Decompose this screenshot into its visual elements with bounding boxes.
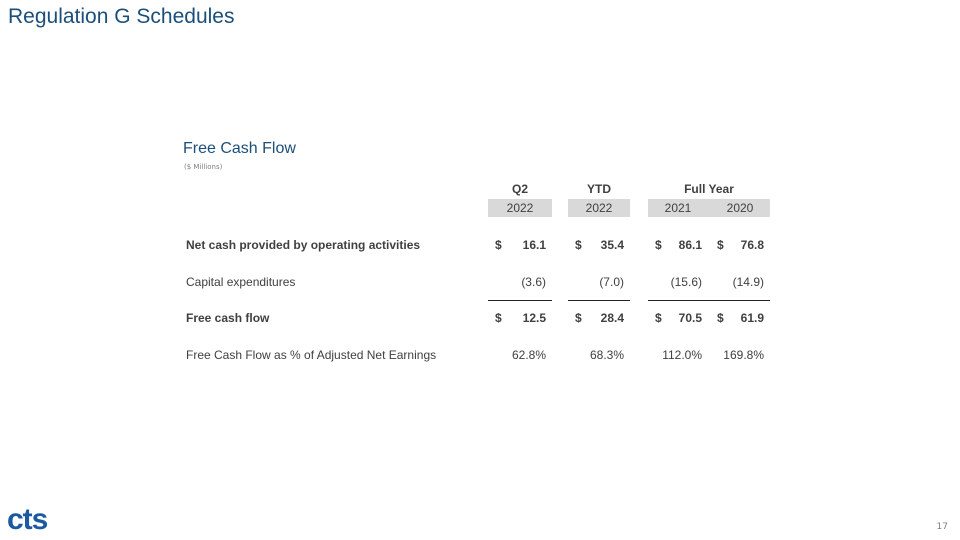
row-label: Free cash flow — [186, 311, 270, 325]
currency-symbol: $ — [655, 238, 662, 252]
cell-value: 70.5 — [678, 311, 702, 325]
cell-value: 16.1 — [522, 238, 546, 252]
cell-value: (3.6) — [521, 275, 546, 289]
cell-value: 28.4 — [600, 311, 624, 325]
column-year: 2022 — [568, 199, 630, 217]
cell-value: 76.8 — [740, 238, 764, 252]
rule — [568, 300, 630, 301]
column-group: Full Year — [684, 182, 734, 196]
currency-symbol: $ — [655, 311, 662, 325]
cell-value: 112.0% — [662, 348, 702, 362]
currency-symbol: $ — [495, 311, 502, 325]
row-label: Net cash provided by operating activitie… — [186, 238, 421, 252]
row-label: Free Cash Flow as % of Adjusted Net Earn… — [186, 348, 437, 362]
cell-value: 12.5 — [522, 311, 546, 325]
currency-symbol: $ — [717, 311, 724, 325]
row-label: Capital expenditures — [186, 275, 296, 289]
currency-symbol: $ — [717, 238, 724, 252]
cell-value: (15.6) — [670, 275, 702, 289]
cell-value: 68.3% — [589, 348, 624, 362]
column-year: 2021 — [648, 199, 708, 217]
table-title: Free Cash Flow — [183, 140, 296, 157]
slide-title: Regulation G Schedules — [8, 5, 235, 28]
currency-symbol: $ — [575, 238, 582, 252]
cell-value: 61.9 — [740, 311, 764, 325]
cell-value: (14.9) — [732, 275, 764, 289]
page-number: 17 — [936, 522, 948, 532]
cell-value: (7.0) — [599, 275, 624, 289]
cell-value: 169.8% — [723, 348, 764, 362]
table-subtitle: ($ Millions) — [184, 163, 223, 171]
column-group: Q2 — [511, 182, 528, 196]
column-group: YTD — [587, 182, 611, 196]
column-year: 2022 — [488, 199, 552, 217]
currency-symbol: $ — [495, 238, 502, 252]
cell-value: 62.8% — [511, 348, 546, 362]
logo: cts — [7, 503, 48, 536]
cell-value: 86.1 — [678, 238, 702, 252]
rule — [488, 300, 552, 301]
rule — [648, 300, 770, 301]
currency-symbol: $ — [575, 311, 582, 325]
header-fill — [708, 199, 710, 217]
column-year: 2020 — [710, 199, 770, 217]
cell-value: 35.4 — [600, 238, 624, 252]
